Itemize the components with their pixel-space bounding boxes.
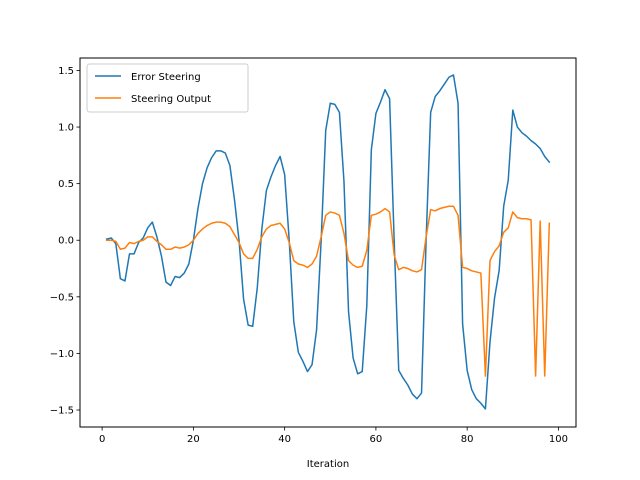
x-tick-label: 0 bbox=[99, 434, 105, 445]
plot-area bbox=[105, 74, 551, 410]
legend-entry-label: Error Steering bbox=[131, 72, 201, 83]
legend-entry-label: Steering Output bbox=[131, 94, 211, 105]
y-tick-label: −1.0 bbox=[50, 349, 74, 360]
x-tick-label: 60 bbox=[370, 434, 383, 445]
x-axis: 0 20 40 60 80 100 bbox=[99, 427, 568, 445]
y-tick-label: −0.5 bbox=[50, 292, 74, 303]
legend: Error Steering Steering Output bbox=[86, 63, 249, 113]
y-tick-label: 1.5 bbox=[58, 66, 74, 77]
y-tick-label: 0.5 bbox=[58, 179, 74, 190]
y-tick-label: 0.0 bbox=[58, 236, 74, 247]
y-axis: −1.5 −1.0 −0.5 0.0 0.5 1.0 1.5 bbox=[50, 66, 80, 417]
x-tick-label: 80 bbox=[461, 434, 474, 445]
x-tick-label: 100 bbox=[549, 434, 568, 445]
legend-box bbox=[86, 63, 249, 113]
plot-frame bbox=[79, 57, 577, 428]
y-tick-label: 1.0 bbox=[58, 123, 74, 134]
y-tick-label: −1.5 bbox=[50, 406, 74, 417]
x-axis-label: Iteration bbox=[307, 459, 349, 470]
series-line-error-steering bbox=[105, 74, 551, 410]
x-tick-label: 40 bbox=[278, 434, 291, 445]
series-line-steering-output bbox=[105, 205, 551, 377]
x-tick-label: 20 bbox=[187, 434, 200, 445]
